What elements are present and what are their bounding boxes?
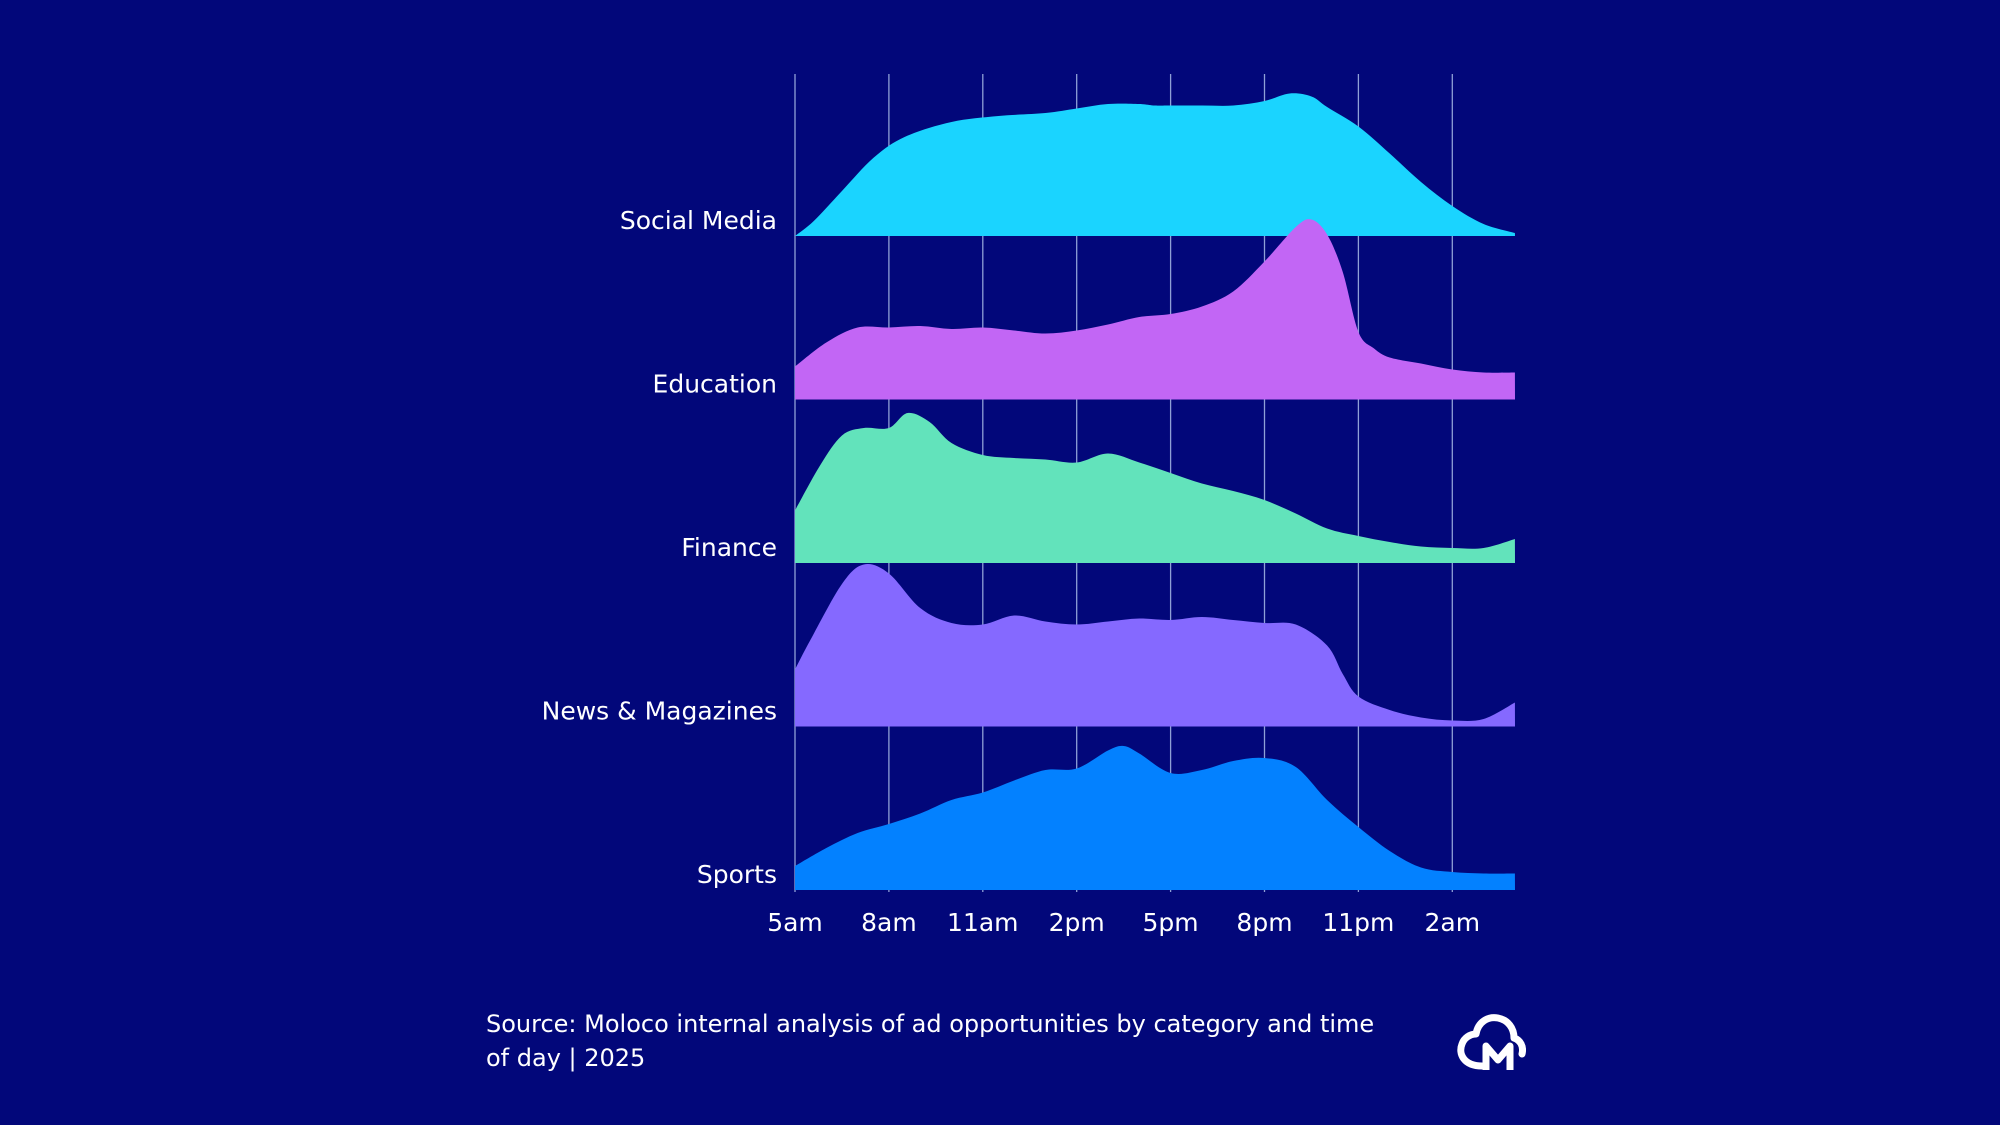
ridge-finance: [795, 412, 1515, 563]
row-label-sports: Sports: [697, 860, 777, 889]
source-note-line-1: Source: Moloco internal analysis of ad o…: [486, 1010, 1375, 1038]
ridges: [795, 93, 1515, 890]
ridge-social-media: [795, 93, 1515, 236]
ridge-sports: [795, 745, 1515, 890]
x-tick-label-8pm: 8pm: [1236, 908, 1292, 937]
ridge-education: [795, 219, 1515, 400]
x-tick-label-5pm: 5pm: [1143, 908, 1199, 937]
moloco-logo-icon: [1457, 1014, 1526, 1070]
row-label-social-media: Social Media: [620, 206, 777, 235]
x-tick-label-2pm: 2pm: [1049, 908, 1105, 937]
x-tick-label-5am: 5am: [767, 908, 823, 937]
x-tick-label-8am: 8am: [861, 908, 917, 937]
source-note-line-2: of day | 2025: [486, 1044, 646, 1072]
x-tick-label-11pm: 11pm: [1322, 908, 1394, 937]
row-label-finance: Finance: [681, 533, 777, 562]
x-tick-label-2am: 2am: [1425, 908, 1481, 937]
ridge-news-magazines: [795, 564, 1515, 727]
source-note: Source: Moloco internal analysis of ad o…: [486, 1007, 1426, 1075]
row-label-education: Education: [653, 370, 777, 399]
row-label-news-magazines: News & Magazines: [542, 697, 777, 726]
x-tick-label-11am: 11am: [947, 908, 1018, 937]
